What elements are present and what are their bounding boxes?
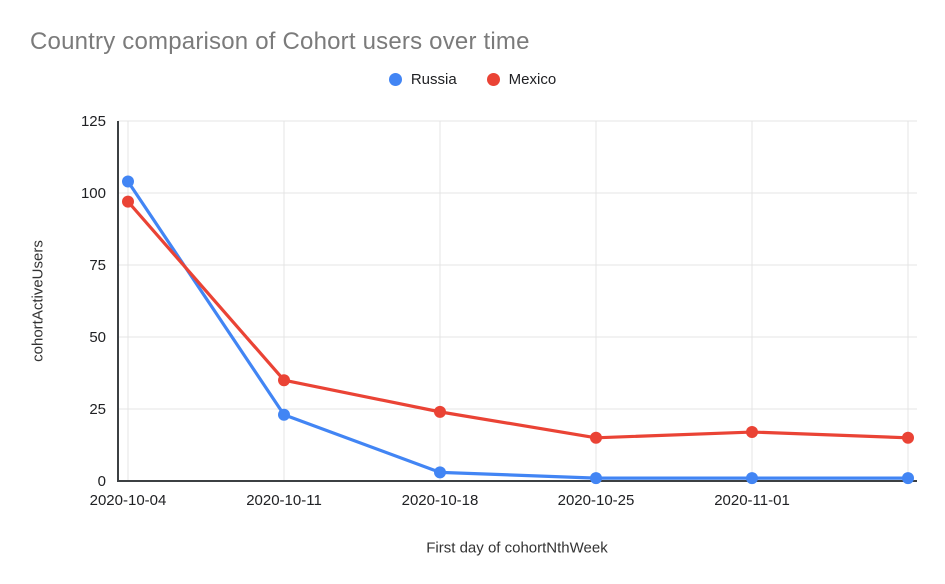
x-tick-label: 2020-10-04: [90, 492, 167, 509]
series-line-mexico: [126, 200, 910, 440]
x-tick-label: 2020-10-25: [558, 492, 635, 509]
legend-label-russia: Russia: [410, 71, 457, 88]
y-tick-label: 75: [89, 257, 106, 274]
data-point-mexico[interactable]: [746, 426, 758, 439]
data-point-mexico[interactable]: [434, 405, 446, 418]
y-tick-label: 100: [81, 185, 106, 202]
y-tick-label: 50: [89, 329, 106, 346]
data-point-russia[interactable]: [590, 472, 602, 485]
data-point-mexico[interactable]: [902, 431, 914, 444]
x-axis-title: First day of cohortNthWeek: [426, 539, 608, 557]
data-point-russia[interactable]: [434, 466, 446, 479]
x-tick-label: 2020-10-11: [246, 492, 322, 509]
y-axis-title: cohortActiveUsers: [29, 240, 47, 362]
data-point-mexico[interactable]: [122, 195, 134, 208]
data-point-russia[interactable]: [746, 472, 758, 485]
data-point-russia[interactable]: [278, 408, 290, 421]
x-tick-label: 2020-10-18: [402, 492, 479, 509]
legend-label-mexico: Mexico: [508, 71, 557, 88]
data-point-russia[interactable]: [122, 175, 134, 188]
series-line-russia: [126, 179, 910, 480]
x-tick-label: 2020-11-01: [714, 492, 790, 509]
chart-title: Country comparison of Cohort users over …: [30, 28, 530, 55]
legend-item-russia[interactable]: Russia: [388, 71, 457, 88]
y-tick-label: 125: [81, 113, 106, 130]
y-tick-label: 0: [98, 473, 106, 490]
legend-item-mexico[interactable]: Mexico: [486, 71, 557, 88]
y-tick-label: 25: [89, 401, 106, 418]
legend-dot-russia-icon: [388, 73, 402, 86]
legend-dot-mexico-icon: [486, 73, 500, 86]
data-point-mexico[interactable]: [278, 374, 290, 387]
data-point-russia[interactable]: [902, 472, 914, 485]
legend: Russia Mexico: [0, 71, 945, 88]
data-point-mexico[interactable]: [590, 431, 602, 444]
